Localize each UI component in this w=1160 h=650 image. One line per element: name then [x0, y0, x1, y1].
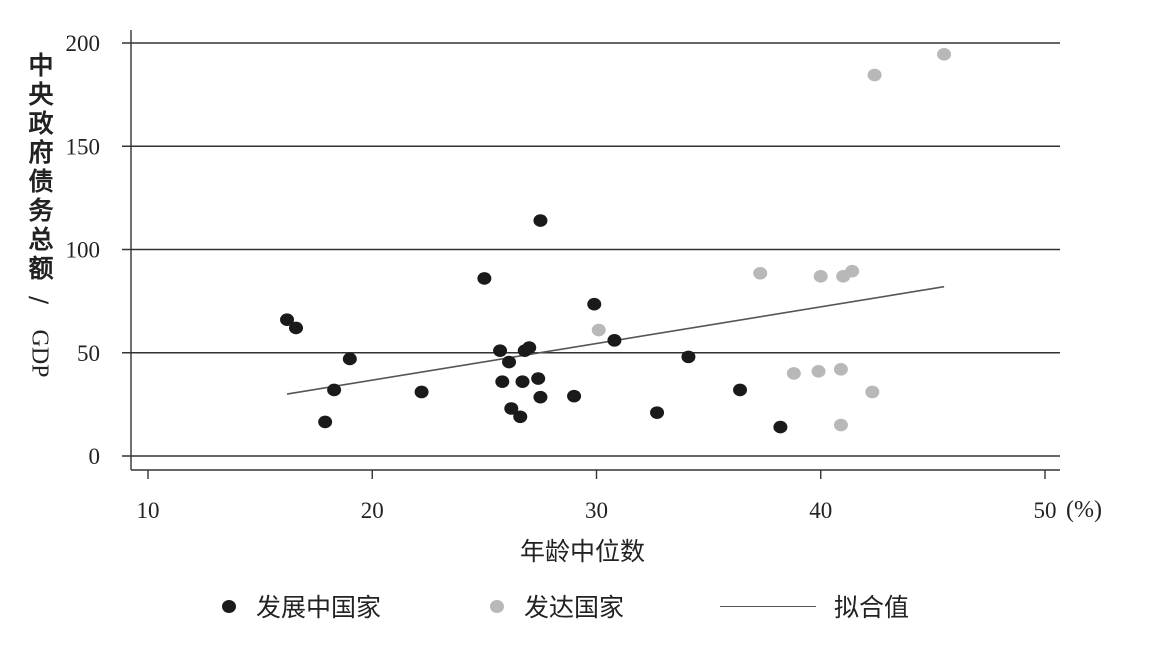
- point-developing-19: [587, 297, 602, 311]
- legend-label-fit: 拟合值: [834, 593, 910, 622]
- y-axis-label-unit: GDP: [26, 329, 53, 378]
- y-axis-label: 中央政府债务总额 / GDP: [22, 52, 56, 378]
- y-tick-label-100: 100: [66, 238, 101, 263]
- point-developing-6: [477, 272, 492, 285]
- point-developing-9: [502, 355, 517, 369]
- y-tick-label-200: 200: [66, 31, 101, 56]
- x-axis-label: 年龄中位数: [520, 537, 646, 566]
- point-developing-22: [681, 350, 696, 364]
- legend-item-developed: 发达国家: [490, 588, 624, 624]
- y-tick-label-50: 50: [77, 341, 100, 366]
- point-developing-0: [280, 313, 295, 327]
- gridlines: [122, 42, 1060, 457]
- legend-marker-developing: [222, 599, 236, 613]
- point-developed-6: [833, 418, 848, 432]
- legend-label-developed: 发达国家: [524, 593, 625, 622]
- point-developed-1: [753, 266, 768, 280]
- point-developed-2: [786, 367, 801, 380]
- point-developing-7: [493, 344, 508, 357]
- point-developing-8: [495, 375, 510, 388]
- point-developing-12: [515, 375, 530, 388]
- point-developing-5: [414, 385, 429, 399]
- point-developing-17: [533, 214, 548, 227]
- legend-item-fit: 拟合值: [720, 588, 909, 624]
- x-tick-label-10: 10: [137, 498, 160, 523]
- y-tick-label-0: 0: [89, 444, 101, 469]
- x-axis-unit: (%): [1066, 497, 1102, 523]
- point-developed-11: [937, 48, 952, 61]
- legend-marker-fit-line: [720, 605, 816, 607]
- legend-label-developing: 发展中国家: [256, 593, 382, 622]
- point-developing-10: [504, 402, 519, 415]
- point-developing-16: [533, 390, 548, 404]
- point-developing-15: [531, 372, 546, 385]
- legend-item-developing: 发展中国家: [222, 588, 381, 624]
- point-developed-8: [845, 264, 860, 278]
- point-developing-3: [327, 383, 342, 397]
- y-tick-label-150: 150: [66, 134, 101, 159]
- x-tick-label-20: 20: [361, 498, 384, 523]
- x-tick-label-30: 30: [585, 498, 608, 523]
- axes: [130, 30, 1060, 479]
- data-points: [280, 48, 952, 434]
- point-developed-9: [865, 385, 880, 399]
- legend-marker-developed: [490, 599, 504, 613]
- y-axis-label-text: 中央政府债务总额: [25, 52, 54, 284]
- point-developed-3: [811, 365, 826, 378]
- point-developing-23: [733, 383, 748, 397]
- point-developed-5: [833, 362, 848, 376]
- point-developing-18: [567, 389, 582, 403]
- point-developing-1: [289, 321, 304, 335]
- point-developing-20: [607, 334, 622, 347]
- y-axis-label-separator: /: [25, 295, 53, 305]
- point-developing-4: [342, 352, 357, 366]
- point-developing-24: [773, 420, 788, 434]
- tick-labels: 0 50 100 150 200 10 20 30 40 50: [66, 31, 1057, 523]
- x-tick-label-40: 40: [809, 498, 832, 523]
- point-developed-4: [813, 270, 828, 283]
- x-tick-label-50: 50: [1034, 498, 1057, 523]
- point-developing-14: [522, 341, 537, 354]
- point-developing-2: [318, 415, 333, 429]
- point-developed-10: [867, 68, 882, 82]
- point-developed-0: [591, 323, 606, 337]
- point-developing-11: [513, 410, 528, 424]
- point-developing-21: [650, 406, 665, 419]
